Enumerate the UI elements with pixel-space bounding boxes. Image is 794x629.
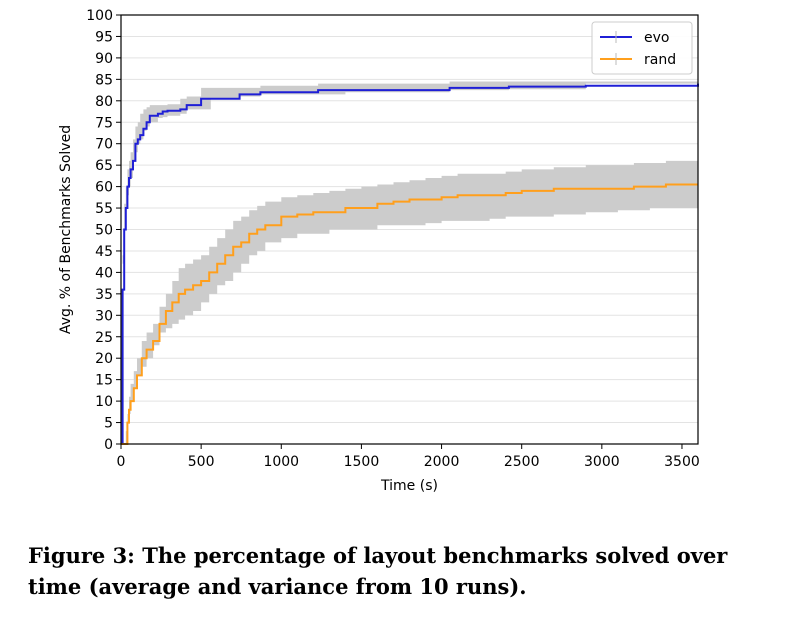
x-tick-label: 3500	[664, 454, 700, 470]
y-tick-label: 55	[95, 201, 113, 217]
series-line-rand	[121, 183, 698, 445]
variance-bands	[121, 81, 698, 444]
y-tick-label: 40	[95, 265, 113, 281]
x-tick-label: 2000	[424, 454, 460, 470]
y-tick-label: 0	[104, 437, 113, 453]
axis-ticks: 0 5 10 15 20 25 30 35 40 45 50 55 60 65 70 75 80 85 90 95 10…	[86, 8, 700, 470]
x-tick-label: 1000	[263, 454, 299, 470]
y-tick-label: 20	[95, 351, 113, 367]
y-tick-label: 75	[95, 115, 113, 131]
grid-lines	[121, 14, 698, 445]
figure-caption: Figure 3: The percentage of layout bench…	[28, 543, 728, 599]
series-lines	[121, 83, 699, 445]
chart: 0 5 10 15 20 25 30 35 40 45 50 55 60 65 70 75 80 85 90 95 10…	[58, 8, 700, 494]
y-tick-label: 85	[95, 72, 113, 88]
legend-label-rand: rand	[644, 52, 676, 68]
legend-label-evo: evo	[644, 30, 669, 46]
y-tick-label: 15	[95, 373, 113, 389]
variance-band-rand	[121, 160, 698, 444]
y-tick-label: 5	[104, 416, 113, 432]
x-tick-label: 500	[188, 454, 215, 470]
y-tick-label: 60	[95, 180, 113, 196]
legend-box	[591, 21, 693, 75]
y-tick-label: 65	[95, 158, 113, 174]
y-axis-label: Avg. % of Benchmarks Solved	[58, 125, 74, 334]
x-axis-label: Time (s)	[380, 478, 438, 494]
x-tick-label: 2500	[504, 454, 540, 470]
x-tick-label: 1500	[344, 454, 380, 470]
y-tick-label: 80	[95, 94, 113, 110]
y-tick-label: 45	[95, 244, 113, 260]
x-tick-label: 3000	[584, 454, 620, 470]
series-line-evo	[121, 83, 699, 445]
y-tick-label: 90	[95, 51, 113, 67]
y-tick-label: 30	[95, 308, 113, 324]
y-tick-label: 25	[95, 330, 113, 346]
y-tick-label: 70	[95, 137, 113, 153]
y-tick-label: 100	[86, 8, 113, 24]
y-tick-label: 95	[95, 29, 113, 45]
y-tick-label: 50	[95, 223, 113, 239]
legend: evo rand	[591, 21, 693, 75]
y-tick-label: 35	[95, 287, 113, 303]
x-tick-label: 0	[117, 454, 126, 470]
y-tick-label: 10	[95, 394, 113, 410]
